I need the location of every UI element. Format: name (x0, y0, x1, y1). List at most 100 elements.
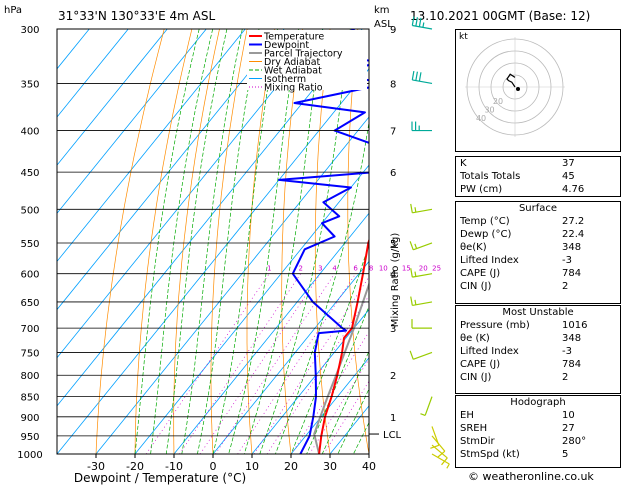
dry-adiabat-line (134, 29, 193, 454)
dry-adiabat-line (410, 29, 447, 454)
mixing-ratio-tick-label: 10 (379, 265, 388, 273)
unit-hpa-label: hPa (4, 5, 22, 16)
surface-row: Lifted Index -3 (456, 254, 620, 267)
height-km-label: 2 (390, 371, 396, 382)
pressure-tick-label: 600 (20, 270, 39, 281)
isotherm-line (57, 29, 285, 311)
mixing-ratio-tick-label: 8 (369, 265, 373, 273)
mixing-ratio-tick-label: 3 (318, 265, 322, 273)
isotherm-line (57, 29, 90, 70)
index-value: 37 (562, 158, 575, 169)
wind-barb (410, 268, 433, 278)
hodograph-stats-title: Hodograph (510, 397, 566, 408)
most-unstable-value: 784 (562, 359, 582, 370)
hodograph-ring-label: 20 (493, 97, 503, 106)
pressure-tick-label: 850 (20, 393, 39, 404)
wet-adiabat-line (165, 29, 228, 454)
surface-value: -3 (562, 255, 572, 266)
index-label: K (460, 158, 467, 169)
pressure-tick-label: 550 (20, 239, 39, 250)
wind-barb (411, 70, 433, 85)
surface-value: 2 (562, 281, 569, 292)
isotherm-line (173, 212, 369, 454)
wet-adiabat-line (134, 29, 200, 454)
mixing-ratio-line (179, 273, 301, 454)
hodograph-stat-value: 10 (562, 410, 575, 421)
credit-text: © weatheronline.co.uk (468, 470, 594, 483)
height-km-label: 7 (390, 127, 396, 138)
legend-bg (247, 30, 367, 90)
most-unstable-value: 2 (562, 372, 569, 383)
legend-entry: Isotherm (264, 74, 306, 85)
pressure-tick-label: 900 (20, 413, 39, 424)
mixing-ratio-axis-label: Mixing Ratio (g/kg) (390, 233, 401, 328)
dry-adiabat-line (347, 29, 369, 454)
mixing-ratio-tick-label: 20 (419, 265, 428, 273)
lcl-label: LCL (383, 430, 402, 441)
wet-adiabat-line (212, 29, 279, 454)
surface-label: Temp (°C) (460, 216, 510, 227)
mixing-ratio-tick-label: 25 (432, 265, 441, 273)
wet-adiabat-line (290, 243, 369, 454)
most-unstable-label: Pressure (mb) (460, 320, 530, 331)
surface-label: Lifted Index (460, 255, 519, 266)
hodograph-stats-box: Hodograph EH 10 SREH 27 StmDir 280° StmSpd (kt… (455, 395, 621, 468)
pressure-tick-label: 300 (20, 25, 39, 36)
most-unstable-row: θe (K) 348 (456, 332, 620, 345)
pressure-tick-label: 700 (20, 324, 39, 335)
unit-asl-label: ASL (374, 19, 393, 30)
legend-entry: Mixing Ratio (264, 83, 323, 94)
most-unstable-label: Lifted Index (460, 346, 519, 357)
most-unstable-value: 348 (562, 333, 582, 344)
isotherm-line (212, 260, 369, 454)
x-tick-label: 40 (362, 460, 376, 473)
x-tick-label: 0 (210, 460, 217, 473)
legend-entry: Dewpoint (264, 40, 309, 51)
datetime-title: 13.10.2021 00GMT (Base: 12) (410, 9, 590, 23)
hodograph-stat-label: SREH (460, 423, 488, 434)
surface-value: 27.2 (562, 216, 585, 227)
hodograph-trace (506, 73, 516, 88)
mixing-ratio-tick-label: 6 (353, 265, 358, 273)
height-km-label: 5 (390, 239, 396, 250)
legend-entry: Wet Adiabat (264, 66, 322, 77)
hodograph-stat-row: SREH 27 (456, 422, 620, 435)
most-unstable-box: Most Unstable Pressure (mb) 1016 θe (K) 348… (455, 305, 621, 394)
mixing-ratio-line (266, 295, 369, 454)
hodograph-stat-row: StmSpd (kt) 5 (456, 448, 620, 461)
index-label: PW (cm) (460, 184, 503, 195)
location-title: 31°33'N 130°33'E 4m ASL (58, 9, 215, 23)
mixing-ratio-line (291, 331, 369, 454)
most-unstable-value: -3 (562, 346, 572, 357)
surface-label: Dewp (°C) (460, 229, 512, 240)
parcel-trajectory-line (313, 281, 369, 454)
pressure-tick-label: 1000 (17, 450, 42, 461)
wet-adiabat-line (181, 29, 243, 454)
mixing-ratio-line (323, 380, 369, 454)
x-tick-label: -10 (165, 460, 183, 473)
hodograph-stat-row: EH 10 (456, 409, 620, 422)
pressure-tick-label: 350 (20, 79, 39, 90)
index-value: 4.76 (562, 184, 585, 195)
wind-barb (430, 426, 440, 449)
wet-adiabat-line (228, 29, 300, 454)
hodograph-frame (455, 29, 621, 152)
surface-row: θe(K) 348 (456, 241, 620, 254)
mixing-ratio-line (237, 273, 356, 454)
surface-label: θe(K) (460, 242, 487, 253)
temperature-line (318, 237, 369, 454)
storm-motion-marker (516, 87, 520, 91)
height-km-label: 4 (390, 270, 396, 281)
wind-barb (411, 319, 432, 329)
pressure-tick-label: 750 (20, 348, 39, 359)
most-unstable-title: Most Unstable (502, 307, 574, 318)
index-label: Totals Totals (460, 171, 521, 182)
most-unstable-row: Lifted Index -3 (456, 345, 620, 358)
mixing-ratio-tick-label: 15 (402, 265, 411, 273)
unit-km-label: km (374, 5, 390, 16)
most-unstable-label: CIN (J) (460, 372, 492, 383)
mixing-ratio-tick-label: 4 (332, 265, 337, 273)
hodograph-stat-label: EH (460, 410, 474, 421)
most-unstable-label: CAPE (J) (460, 359, 501, 370)
